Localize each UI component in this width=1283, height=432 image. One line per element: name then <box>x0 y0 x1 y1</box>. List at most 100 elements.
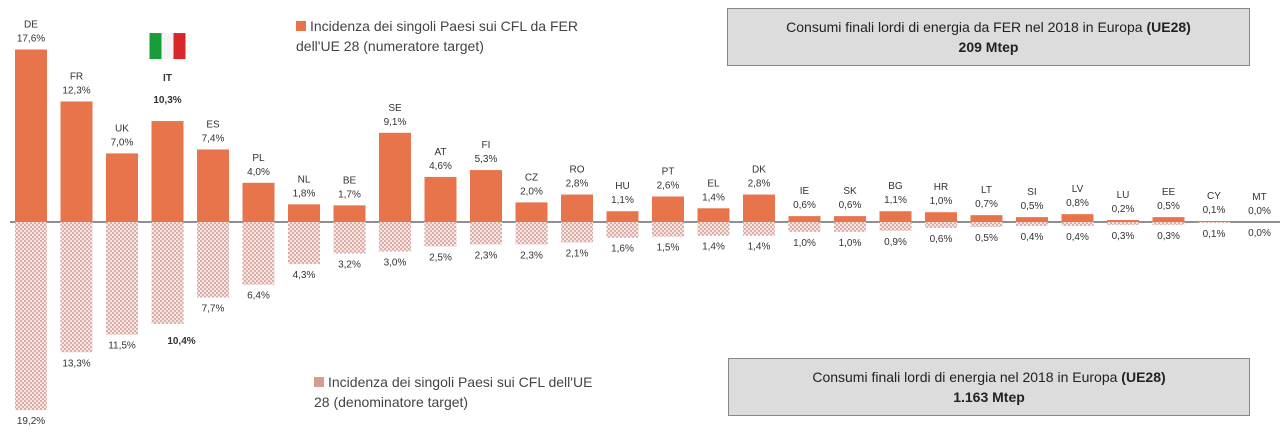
bar <box>834 222 866 232</box>
value-label: 0,9% <box>884 237 907 248</box>
value-label: 2,5% <box>429 253 452 264</box>
bar <box>1016 222 1048 226</box>
bar <box>151 222 184 324</box>
category-label: PL <box>252 153 265 164</box>
category-label: SK <box>843 186 857 197</box>
bar <box>1016 217 1048 222</box>
value-label: 7,4% <box>202 133 225 144</box>
box-bold: (UE28) <box>1121 369 1166 385</box>
bar <box>743 222 775 236</box>
bar <box>106 153 138 222</box>
legend-label: Incidenza dei singoli Paesi sui CFL da F… <box>296 18 578 54</box>
value-label: 6,4% <box>247 291 270 302</box>
bar <box>288 222 320 265</box>
value-label: 0,4% <box>1066 232 1089 243</box>
value-label: 1,7% <box>338 189 361 200</box>
category-label: FI <box>482 140 491 151</box>
legend-swatch <box>296 21 306 31</box>
value-label: 3,2% <box>338 259 361 270</box>
category-label: SI <box>1027 187 1036 198</box>
bar <box>1061 214 1094 222</box>
value-label: 0,7% <box>975 199 998 210</box>
value-label: 1,0% <box>839 238 862 249</box>
category-label: UK <box>115 123 129 134</box>
category-label: IE <box>800 186 810 197</box>
value-label: 17,6% <box>17 34 45 45</box>
bar <box>333 205 366 222</box>
value-label: 2,8% <box>748 179 771 190</box>
category-label: ES <box>206 119 220 130</box>
bar <box>925 222 957 228</box>
bar <box>242 222 275 285</box>
value-label: 0,0% <box>1248 206 1271 217</box>
legend-top: Incidenza dei singoli Paesi sui CFL da F… <box>296 16 586 56</box>
box-value: 209 Mtep <box>958 39 1019 55</box>
value-label: 0,6% <box>930 234 953 245</box>
bar <box>379 132 411 222</box>
category-label: PT <box>662 167 675 178</box>
value-label: 2,6% <box>657 181 680 192</box>
box-value: 1.163 Mtep <box>953 389 1025 405</box>
category-label: HU <box>615 181 629 192</box>
bar <box>788 216 821 222</box>
value-label: 1,1% <box>884 195 907 206</box>
value-label: 0,6% <box>839 200 862 211</box>
bar <box>15 49 47 222</box>
category-label: FR <box>70 71 83 82</box>
value-label: 0,3% <box>1157 231 1180 242</box>
flag <box>161 33 174 60</box>
value-label: 2,0% <box>520 186 543 197</box>
value-label: 1,6% <box>611 244 634 255</box>
value-label: 2,1% <box>566 249 589 260</box>
category-label: BE <box>343 175 357 186</box>
category-label: LV <box>1072 184 1084 195</box>
value-label: 0,5% <box>975 233 998 244</box>
info-box: Consumi finali lordi di energia da FER n… <box>727 8 1250 66</box>
bar <box>606 211 639 222</box>
bar <box>424 176 457 222</box>
category-label: HR <box>934 182 948 193</box>
value-label: 0,4% <box>1021 232 1044 243</box>
value-label: 2,8% <box>566 179 589 190</box>
value-label: 13,3% <box>62 358 90 369</box>
value-label: 12,3% <box>62 85 90 96</box>
bar <box>925 212 957 222</box>
value-label: 4,0% <box>247 167 270 178</box>
bar <box>151 121 184 222</box>
bar <box>197 149 229 222</box>
bar <box>379 222 411 252</box>
value-label: 5,3% <box>475 154 498 165</box>
bar <box>1107 220 1139 222</box>
box-bold: (UE28) <box>1146 19 1191 35</box>
value-label: 7,7% <box>202 303 225 314</box>
bar <box>697 208 730 222</box>
bar <box>1198 221 1230 222</box>
info-box: Consumi finali lordi di energia nel 2018… <box>728 358 1250 416</box>
value-label: 1,4% <box>748 242 771 253</box>
value-label: 11,5% <box>108 341 136 352</box>
bar <box>515 222 548 245</box>
category-label: DE <box>24 20 38 31</box>
bar <box>333 222 366 254</box>
value-label: 3,0% <box>384 257 407 268</box>
bar <box>697 222 730 236</box>
bar <box>470 170 502 222</box>
category-label: IT <box>163 73 172 84</box>
category-label: CZ <box>525 172 538 183</box>
value-label: 0,1% <box>1203 229 1226 240</box>
category-label: RO <box>570 165 585 176</box>
bar <box>15 222 47 411</box>
legend-label: Incidenza dei singoli Paesi sui CFL dell… <box>314 374 593 410</box>
flag <box>173 33 186 60</box>
category-label: MT <box>1252 192 1266 203</box>
bar <box>652 196 684 222</box>
value-label: 1,5% <box>657 243 680 254</box>
bar <box>879 222 912 231</box>
value-label: 19,2% <box>17 416 45 427</box>
value-label: 9,1% <box>384 117 407 128</box>
bar <box>652 222 684 237</box>
category-label: SE <box>388 103 402 114</box>
bar <box>288 204 320 222</box>
bar <box>242 182 275 222</box>
